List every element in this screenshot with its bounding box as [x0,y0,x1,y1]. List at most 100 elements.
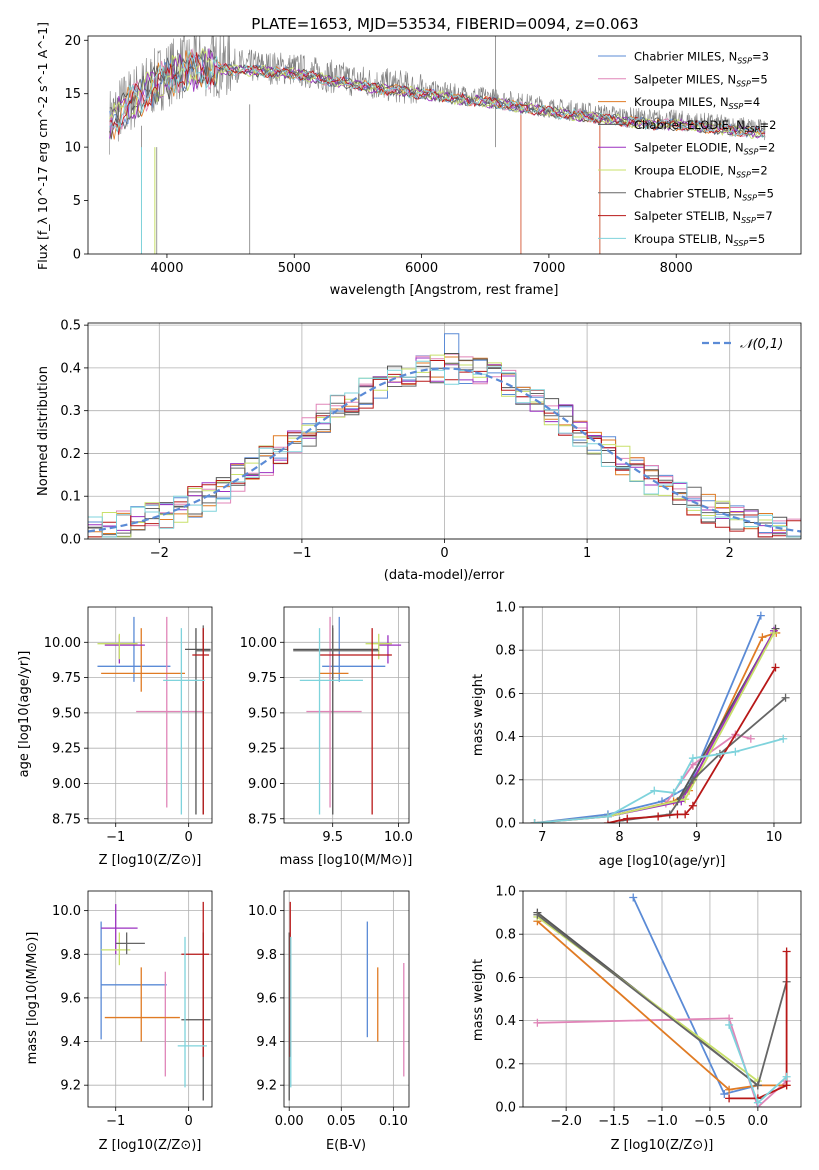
ytick-label: 20 [64,34,81,49]
data-point-marker [771,663,780,672]
cumulative-age-panel: 7 8 9 10 0.0 0.2 0.4 0.6 0.8 1.0 [495,601,802,845]
xtick-label: 0 [185,1114,193,1129]
xtick-label: 9 [693,830,701,845]
legend-label: Chabrier ELODIE, NSSP=2 [634,118,776,134]
data-point-marker [756,611,765,620]
ytick-label: 0.4 [495,730,516,745]
age-vs-mass-panel: 9.5 10.0 8.75 9.00 9.25 9.50 9.75 10.00 [240,606,413,845]
axes-frame [522,890,802,1108]
legend-label: Kroupa MILES, NSSP=4 [634,95,760,111]
xtick-label: −1 [292,546,311,561]
spectrum-ylabel: Flux [f_λ 10^-17 erg cm^-2 s^-1 A^-1] [35,22,50,270]
axes-frame [87,35,802,255]
ytick-label: 9.6 [256,991,277,1006]
xtick-label: 10 [766,830,783,845]
xtick-label: 1 [583,546,591,561]
data-point-marker [782,1072,791,1081]
ytick-label: 9.25 [52,742,81,757]
plot-area [88,333,801,538]
age-vs-Z-xlabel: Z [log10(Z/Z⊙)] [99,853,202,868]
xtick-label: −1 [106,1114,125,1129]
data-point-marker [688,754,697,763]
data-point-marker [725,1094,734,1103]
plot-area [293,616,402,815]
observed-spectrum [109,36,766,155]
cumulative-line [632,897,759,1096]
data-point-marker [530,819,539,823]
cumulative-line [619,697,787,822]
ytick-label: 0 [73,248,81,263]
ytick-label: 9.50 [52,706,81,721]
data-point-marker [720,1090,729,1099]
cumulative-age-xlabel: age [log10(age/yr)] [599,854,726,869]
ytick-label: 0.2 [495,773,516,788]
residual-histogram [88,354,801,538]
ytick-label: 9.4 [256,1035,277,1050]
ytick-label: 15 [64,87,81,102]
legend-label: Kroupa ELODIE, NSSP=2 [634,164,768,180]
xtick-label: 0.05 [327,1114,356,1129]
residuals-legend: 𝒩(0,1) [702,337,783,352]
data-point-marker [623,814,632,823]
data-point-marker [769,628,778,637]
ytick-label: 9.4 [60,1035,81,1050]
data-point-marker [753,1098,762,1107]
xtick-label: −2.0 [550,1114,582,1129]
age-vs-Z-panel: −1 0 8.75 9.00 9.25 9.50 9.75 10.00 [44,606,213,845]
plot-area [530,611,790,823]
xtick-label: −2 [150,546,169,561]
data-point-marker [654,812,663,821]
mass-vs-Z-panel: −1 0 9.2 9.4 9.6 9.8 10.0 [52,890,213,1129]
xtick-label: 8 [615,830,623,845]
data-point-marker [731,747,740,756]
residual-histogram [88,360,801,538]
xtick-label: 0 [185,830,193,845]
data-point-marker [688,775,697,784]
xtick-label: 5000 [278,261,311,276]
model-fit-line [109,49,766,140]
ytick-label: 9.6 [60,991,81,1006]
ytick-label: 0.2 [495,1057,516,1072]
cumulative-Z-panel: −2.0 −1.5 −1.0 −0.5 0.0 0.0 0.2 0.4 0.6 0.8 1.0 [495,885,802,1129]
legend-label: Salpeter MILES, NSSP=5 [634,72,768,88]
ytick-label: 10.0 [52,904,81,919]
model-fit-line [109,50,766,138]
data-point-marker [688,801,697,810]
data-point-marker [681,795,690,804]
ytick-label: 1.0 [495,885,516,900]
ytick-label: 9.8 [256,948,277,963]
spectrum-panel: 4000 5000 6000 7000 8000 0 5 10 15 20 Chabrier MIL… [64,34,802,276]
xtick-label: 7 [538,830,546,845]
plot-area [100,901,211,1101]
ytick-label: 10 [64,141,81,156]
plot-area [109,36,766,254]
age-vs-mass-xlabel: mass [log10(M/M⊙)] [280,853,413,868]
normal-reference-curve [88,367,801,533]
ytick-label: 0.6 [495,971,516,986]
xtick-label: 2 [726,546,734,561]
data-point-marker [725,1085,734,1094]
legend-label: Chabrier STELIB, NSSP=5 [634,186,774,202]
spectrum-title: PLATE=1653, MJD=53534, FIBERID=0094, z=0… [251,15,638,33]
ytick-label: 0.0 [495,1101,516,1116]
data-point-marker [781,693,790,702]
xtick-label: −0.5 [694,1114,726,1129]
axes-frame [87,322,802,540]
model-fit-line [109,47,766,139]
ytick-label: 0.4 [495,1014,516,1029]
data-point-marker [677,775,686,784]
plot-area [97,616,211,815]
xtick-label: 7000 [532,261,565,276]
legend-label: Salpeter STELIB, NSSP=7 [634,209,773,225]
axes-frame [283,890,410,1108]
xtick-label: −1.0 [646,1114,678,1129]
axes-frame [87,606,213,824]
xtick-label: −1.5 [598,1114,630,1129]
ytick-label: 0.8 [495,644,516,659]
ytick-label: 0.6 [495,687,516,702]
cumulative-line [534,737,784,823]
ytick-label: 9.2 [60,1079,81,1094]
spectrum-legend: Chabrier MILES, NSSP=3 Salpeter MILES, NS… [598,50,776,248]
cumulative-Z-ylabel: mass weight [471,959,486,1041]
data-point-marker [758,633,767,642]
